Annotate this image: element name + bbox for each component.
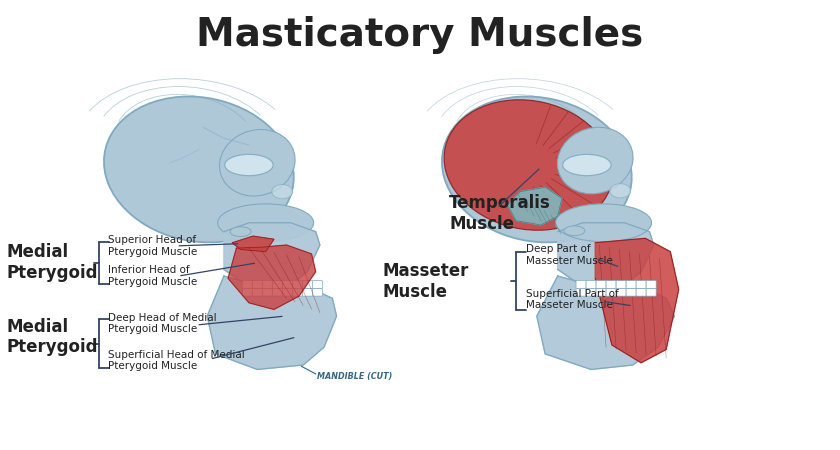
FancyBboxPatch shape bbox=[606, 280, 616, 288]
FancyBboxPatch shape bbox=[302, 280, 312, 288]
FancyBboxPatch shape bbox=[576, 288, 586, 296]
Text: Superficial Part of
Masseter Muscle: Superficial Part of Masseter Muscle bbox=[526, 289, 619, 310]
Text: Medial
Pterygoid: Medial Pterygoid bbox=[7, 243, 98, 282]
Polygon shape bbox=[507, 187, 562, 225]
Text: Superficial Head of Medial
Pterygoid Muscle: Superficial Head of Medial Pterygoid Mus… bbox=[108, 350, 244, 371]
Ellipse shape bbox=[610, 184, 631, 198]
Polygon shape bbox=[537, 276, 675, 369]
Ellipse shape bbox=[558, 127, 633, 194]
FancyBboxPatch shape bbox=[596, 280, 606, 288]
FancyBboxPatch shape bbox=[586, 288, 596, 296]
Polygon shape bbox=[207, 276, 337, 369]
FancyBboxPatch shape bbox=[616, 288, 626, 296]
Ellipse shape bbox=[444, 100, 613, 230]
Polygon shape bbox=[596, 238, 679, 363]
FancyBboxPatch shape bbox=[242, 288, 252, 296]
FancyBboxPatch shape bbox=[576, 280, 586, 288]
FancyBboxPatch shape bbox=[312, 288, 323, 296]
FancyBboxPatch shape bbox=[272, 288, 282, 296]
Polygon shape bbox=[224, 223, 320, 289]
Text: Masseter
Muscle: Masseter Muscle bbox=[382, 262, 469, 302]
Ellipse shape bbox=[230, 227, 251, 237]
FancyBboxPatch shape bbox=[302, 288, 312, 296]
FancyBboxPatch shape bbox=[606, 288, 616, 296]
Text: Inferior Head of
Pterygoid Muscle: Inferior Head of Pterygoid Muscle bbox=[108, 266, 197, 287]
FancyBboxPatch shape bbox=[292, 288, 302, 296]
FancyBboxPatch shape bbox=[262, 288, 272, 296]
FancyBboxPatch shape bbox=[242, 280, 252, 288]
FancyBboxPatch shape bbox=[636, 288, 646, 296]
Text: Medial
Pterygoid: Medial Pterygoid bbox=[7, 318, 98, 356]
FancyBboxPatch shape bbox=[272, 280, 282, 288]
FancyBboxPatch shape bbox=[646, 280, 656, 288]
FancyBboxPatch shape bbox=[252, 288, 262, 296]
FancyBboxPatch shape bbox=[626, 288, 636, 296]
FancyBboxPatch shape bbox=[636, 280, 646, 288]
Polygon shape bbox=[558, 223, 654, 289]
FancyBboxPatch shape bbox=[252, 280, 262, 288]
FancyBboxPatch shape bbox=[616, 280, 626, 288]
FancyBboxPatch shape bbox=[626, 280, 636, 288]
Text: Superior Head of
Pterygoid Muscle: Superior Head of Pterygoid Muscle bbox=[108, 235, 197, 256]
Ellipse shape bbox=[563, 154, 611, 176]
Text: Deep Head of Medial
Pterygoid Muscle: Deep Head of Medial Pterygoid Muscle bbox=[108, 313, 217, 334]
Text: Masticatory Muscles: Masticatory Muscles bbox=[197, 16, 643, 54]
Text: Deep Part of
Masseter Muscle: Deep Part of Masseter Muscle bbox=[526, 244, 613, 266]
Ellipse shape bbox=[442, 96, 632, 243]
Ellipse shape bbox=[225, 154, 273, 176]
FancyBboxPatch shape bbox=[312, 280, 323, 288]
FancyBboxPatch shape bbox=[586, 280, 596, 288]
FancyBboxPatch shape bbox=[646, 288, 656, 296]
Text: Temporalis
Muscle: Temporalis Muscle bbox=[449, 194, 551, 233]
FancyBboxPatch shape bbox=[282, 288, 292, 296]
Polygon shape bbox=[228, 245, 316, 310]
FancyBboxPatch shape bbox=[282, 280, 292, 288]
Ellipse shape bbox=[218, 204, 313, 242]
Ellipse shape bbox=[564, 226, 585, 236]
Ellipse shape bbox=[555, 204, 652, 242]
Ellipse shape bbox=[104, 96, 294, 243]
Text: MANDIBLE (CUT): MANDIBLE (CUT) bbox=[318, 373, 392, 382]
FancyBboxPatch shape bbox=[262, 280, 272, 288]
Polygon shape bbox=[232, 236, 274, 252]
FancyBboxPatch shape bbox=[596, 288, 606, 296]
Ellipse shape bbox=[272, 184, 293, 199]
FancyBboxPatch shape bbox=[292, 280, 302, 288]
Ellipse shape bbox=[219, 130, 295, 196]
